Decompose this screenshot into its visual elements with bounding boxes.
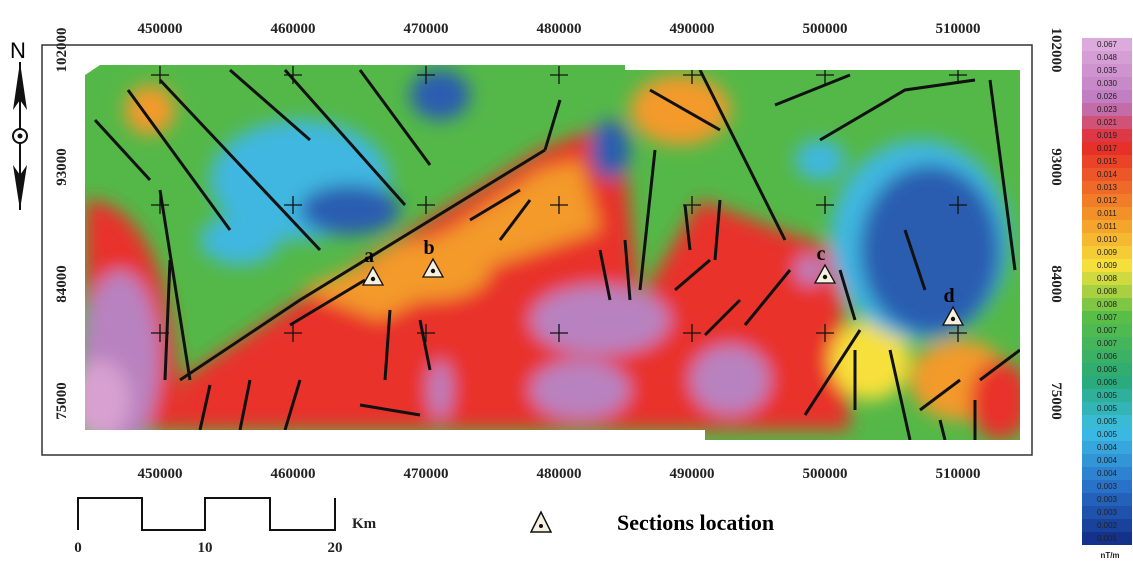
x-label-bottom: 490000: [670, 466, 715, 482]
colorbar-label: 0.007: [1097, 313, 1118, 322]
x-label-top: 450000: [138, 21, 183, 37]
y-label-right: 75000: [1048, 382, 1064, 420]
colorbar-label: 0.008: [1097, 287, 1118, 296]
colorbar-label: 0.012: [1097, 196, 1118, 205]
y-label-right: 93000: [1048, 148, 1064, 186]
colorbar-label: 0.006: [1097, 352, 1118, 361]
colorbar-label: 0.026: [1097, 92, 1118, 101]
scale-label: 10: [198, 540, 213, 556]
colorbar-label: 0.010: [1097, 235, 1118, 244]
section-label: a: [364, 245, 374, 267]
north-arrow: [13, 62, 27, 210]
y-label-left: 75000: [54, 382, 70, 420]
y-label-right: 84000: [1048, 265, 1064, 303]
legend-label: Sections location: [617, 510, 774, 535]
map-figure: a b c d N Km Sections location nT/m 450000 4…: [0, 0, 1133, 562]
colorbar-label: 0.011: [1097, 222, 1117, 231]
colorbar-label: 0.013: [1097, 183, 1118, 192]
colorbar-label: 0.014: [1097, 170, 1118, 179]
colorbar-label: 0.002: [1097, 521, 1118, 530]
colorbar-label: 0.019: [1097, 131, 1118, 140]
x-label-bottom: 500000: [803, 466, 848, 482]
colorbar-label: 0.008: [1097, 300, 1118, 309]
colorbar-label: 0.017: [1097, 144, 1118, 153]
section-label: b: [423, 237, 434, 259]
x-label-bottom: 460000: [271, 466, 316, 482]
colorbar-label: 0.035: [1097, 66, 1118, 75]
colorbar-label: 0.007: [1097, 339, 1118, 348]
colorbar-label: 0.004: [1097, 443, 1118, 452]
x-label-top: 480000: [537, 21, 582, 37]
colorbar-label: 0.007: [1097, 326, 1118, 335]
scale-label: 20: [328, 540, 343, 556]
x-label-bottom: 510000: [936, 466, 981, 482]
anomaly-map: [70, 60, 1030, 450]
scale-unit: Km: [352, 516, 377, 532]
x-label-top: 470000: [404, 21, 449, 37]
colorbar-label: 0.021: [1097, 118, 1118, 127]
y-label-right: 102000: [1048, 28, 1064, 73]
colorbar-label: 0.005: [1097, 391, 1118, 400]
x-label-top: 460000: [271, 21, 316, 37]
colorbar-label: 0.006: [1097, 378, 1118, 387]
colorbar-label: 0.011: [1097, 209, 1117, 218]
x-label-top: 500000: [803, 21, 848, 37]
x-label-top: 510000: [936, 21, 981, 37]
colorbar-label: 0.001: [1097, 534, 1118, 543]
colorbar-label: 0.003: [1097, 482, 1118, 491]
colorbar-label: 0.015: [1097, 157, 1118, 166]
colorbar-label: 0.030: [1097, 79, 1118, 88]
x-label-bottom: 450000: [138, 466, 183, 482]
colorbar-label: 0.005: [1097, 430, 1118, 439]
x-label-bottom: 470000: [404, 466, 449, 482]
section-label: d: [943, 285, 954, 307]
section-dot: [951, 317, 955, 321]
legend-symbol: [531, 512, 551, 532]
colorbar-label: 0.009: [1097, 261, 1118, 270]
colorbar-label: 0.004: [1097, 456, 1118, 465]
colorbar-label: 0.009: [1097, 248, 1118, 257]
colorbar-label: 0.003: [1097, 508, 1118, 517]
colorbar-label: 0.023: [1097, 105, 1118, 114]
colorbar-label: 0.005: [1097, 417, 1118, 426]
colorbar-unit: nT/m: [1100, 551, 1119, 560]
north-label: N: [10, 38, 26, 63]
colorbar-label: 0.067: [1097, 40, 1118, 49]
scale-bar: [78, 498, 335, 530]
colorbar-label: 0.006: [1097, 365, 1118, 374]
colorbar-label: 0.005: [1097, 404, 1118, 413]
x-label-bottom: 480000: [537, 466, 582, 482]
section-dot: [371, 277, 375, 281]
colorbar-label: 0.048: [1097, 53, 1118, 62]
section-dot: [823, 275, 827, 279]
y-label-left: 84000: [54, 265, 70, 303]
colorbar-label: 0.003: [1097, 495, 1118, 504]
y-label-left: 93000: [54, 148, 70, 186]
x-label-top: 490000: [670, 21, 715, 37]
colorbar-label: 0.004: [1097, 469, 1118, 478]
section-label: c: [817, 243, 826, 265]
section-dot: [431, 269, 435, 273]
y-label-left: 102000: [54, 28, 70, 73]
colorbar-label: 0.008: [1097, 274, 1118, 283]
scale-label: 0: [74, 540, 82, 556]
